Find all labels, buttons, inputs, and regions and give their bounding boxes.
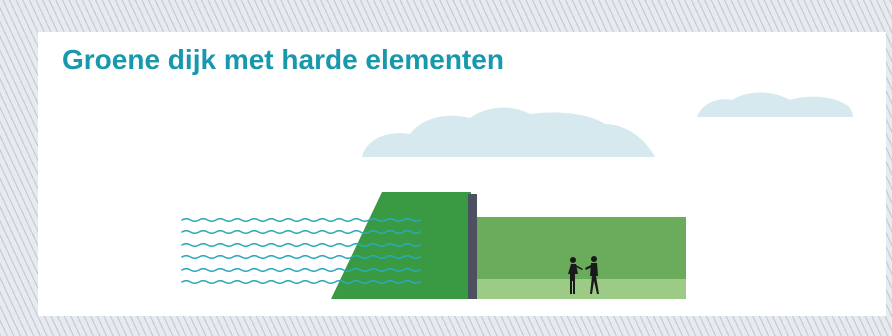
water-waves-icon (181, 217, 421, 285)
wave-line (181, 267, 421, 273)
hinterland-strip (477, 279, 686, 299)
wave-line (181, 279, 421, 285)
hinterland (477, 217, 686, 299)
hard-element-wall (468, 194, 477, 299)
people-icon (568, 256, 599, 294)
wave-line (181, 229, 421, 235)
cloud-large (362, 107, 655, 157)
wave-line (181, 217, 421, 223)
page-title: Groene dijk met harde elementen (62, 44, 504, 75)
cloud-small (697, 92, 853, 117)
wave-line (181, 242, 421, 248)
wave-line (181, 254, 421, 260)
